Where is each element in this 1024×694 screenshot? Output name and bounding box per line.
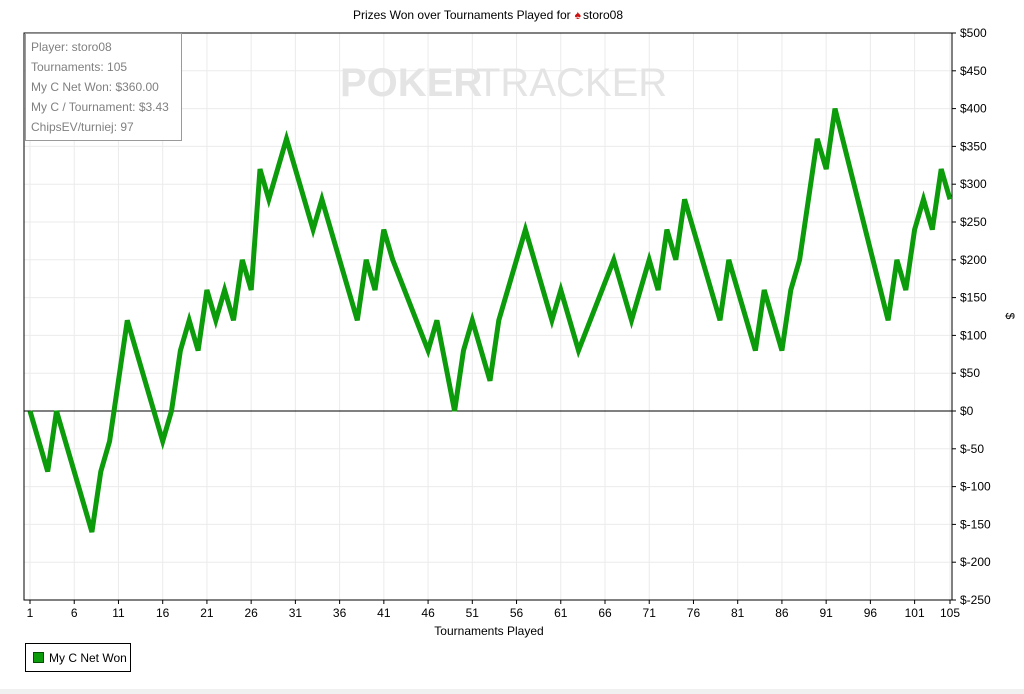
x-tick-label: 96	[864, 606, 878, 620]
y-tick-label: $50	[960, 366, 980, 380]
x-tick-label: 31	[289, 606, 303, 620]
stat-chips-ev: ChipsEV/turniej: 97	[31, 120, 134, 134]
y-tick-label: $0	[960, 404, 974, 418]
y-tick-label: $150	[960, 291, 987, 305]
y-axis-title: $	[1003, 313, 1017, 320]
y-tick-label: $100	[960, 328, 987, 342]
x-tick-label: 26	[244, 606, 258, 620]
x-tick-label: 66	[598, 606, 612, 620]
chart-title: Prizes Won over Tournaments Played for ♠ s…	[353, 8, 623, 22]
series-line-my-c-net-won	[27, 107, 953, 533]
y-tick-label: $-150	[960, 517, 991, 531]
y-tick-label: $-50	[960, 442, 984, 456]
x-tick-label: 41	[377, 606, 391, 620]
watermark-logo: POKER TRACKER	[340, 61, 667, 105]
legend-swatch	[33, 652, 44, 663]
x-tick-label: 6	[71, 606, 78, 620]
plot-frame	[23, 32, 953, 601]
stat-per-tournament: My C / Tournament: $3.43	[31, 100, 169, 114]
x-tick-label: 16	[156, 606, 170, 620]
legend[interactable]: My C Net Won	[25, 643, 131, 672]
x-tick-label: 56	[510, 606, 524, 620]
x-tick-label: 81	[731, 606, 745, 620]
chart-title-text: Prizes Won over Tournaments Played for	[353, 8, 571, 22]
x-tick-label: 71	[643, 606, 657, 620]
x-tick-label: 91	[819, 606, 833, 620]
x-tick-label: 46	[421, 606, 435, 620]
series-layer	[27, 107, 953, 533]
x-tick-label: 21	[200, 606, 214, 620]
stat-tournaments: Tournaments: 105	[31, 60, 128, 74]
y-tick-label: $200	[960, 253, 987, 267]
y-tick-label: $300	[960, 177, 987, 191]
y-axis: $500 $450 $400 $350 $300 $250 $200 $150 $100 $50 $…	[952, 26, 991, 607]
stats-box: Player: storo08 Tournaments: 105 My C Ne…	[25, 33, 182, 141]
x-tick-label: 1	[27, 606, 34, 620]
x-tick-label: 36	[333, 606, 347, 620]
x-tick-label: 86	[775, 606, 789, 620]
legend-label: My C Net Won	[49, 650, 127, 665]
chart-title-player: storo08	[583, 8, 623, 22]
y-tick-label: $500	[960, 26, 987, 40]
y-tick-label: $450	[960, 64, 987, 78]
watermark-text-b: TRACKER	[476, 61, 667, 105]
x-tick-label: 11	[112, 606, 125, 620]
y-tick-label: $-250	[960, 593, 991, 607]
y-tick-label: $400	[960, 102, 987, 116]
x-tick-label: 61	[554, 606, 568, 620]
bottom-bar	[0, 689, 1024, 694]
y-tick-label: $-200	[960, 555, 991, 569]
y-tick-label: $-100	[960, 480, 991, 494]
x-tick-label: 76	[687, 606, 701, 620]
x-tick-label: 101	[905, 606, 925, 620]
x-axis-title: Tournaments Played	[434, 624, 543, 638]
y-tick-label: $250	[960, 215, 987, 229]
watermark-text-a: POKER	[340, 61, 482, 105]
x-axis: 1 6 11 16 21 26 31 36 41 46 51 56 61 66 71 76 81 86 91 96 10…	[27, 600, 960, 620]
x-tick-label: 51	[466, 606, 480, 620]
stat-player: Player: storo08	[31, 40, 112, 54]
x-tick-label: 105	[940, 606, 960, 620]
y-tick-label: $350	[960, 139, 987, 153]
stat-net-won: My C Net Won: $360.00	[31, 80, 159, 94]
spade-icon: ♠	[575, 8, 582, 22]
